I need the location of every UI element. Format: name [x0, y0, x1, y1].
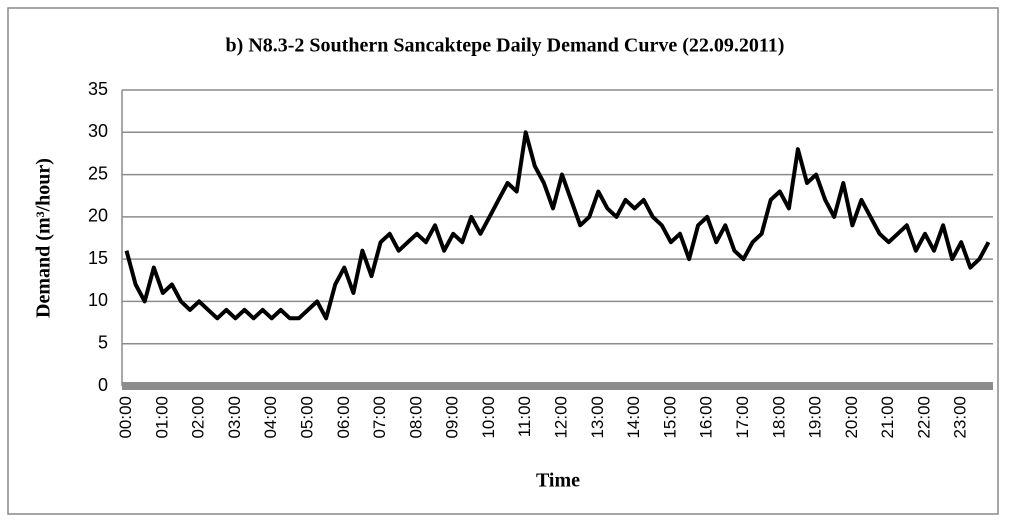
- x-tick-label: 01:00: [152, 396, 171, 439]
- x-tick-label: 22:00: [914, 396, 933, 439]
- x-tick-label: 07:00: [370, 396, 389, 439]
- x-tick-label: 12:00: [552, 396, 571, 439]
- x-tick-label: 19:00: [806, 396, 825, 439]
- y-tick-label: 30: [88, 121, 108, 141]
- x-tick-label: 09:00: [443, 396, 462, 439]
- x-tick-label: 15:00: [660, 396, 679, 439]
- y-tick-label: 20: [88, 206, 108, 226]
- x-tick-label: 17:00: [733, 396, 752, 439]
- y-axis-label: Demand (m³/hour): [33, 158, 55, 318]
- x-tick-label: 14:00: [624, 396, 643, 439]
- x-tick-label: 02:00: [189, 396, 208, 439]
- y-tick-label: 10: [88, 290, 108, 310]
- chart-title: b) N8.3-2 Southern Sancaktepe Daily Dema…: [226, 35, 785, 57]
- x-tick-label: 16:00: [697, 396, 716, 439]
- x-tick-label: 00:00: [116, 396, 135, 439]
- x-tick-label: 10:00: [479, 396, 498, 439]
- y-tick-label: 0: [98, 375, 108, 395]
- chart-border: [7, 7, 999, 515]
- x-tick-label: 23:00: [951, 396, 970, 439]
- x-tick-label: 05:00: [297, 396, 316, 439]
- x-tick-label: 21:00: [878, 396, 897, 439]
- x-tick-label: 03:00: [225, 396, 244, 439]
- x-tick-label: 18:00: [769, 396, 788, 439]
- x-tick-label: 06:00: [334, 396, 353, 439]
- y-tick-label: 15: [88, 248, 108, 268]
- y-tick-label: 25: [88, 163, 108, 183]
- x-tick-label: 11:00: [515, 396, 534, 437]
- x-tick-label: 04:00: [261, 396, 280, 439]
- x-tick-label: 13:00: [588, 396, 607, 439]
- y-tick-label: 5: [98, 332, 108, 352]
- x-axis-label: Time: [536, 470, 580, 492]
- x-tick-label: 20:00: [842, 396, 861, 439]
- demand-line: [124, 130, 991, 321]
- x-tick-label: 08:00: [406, 396, 425, 439]
- y-tick-label: 35: [88, 79, 108, 99]
